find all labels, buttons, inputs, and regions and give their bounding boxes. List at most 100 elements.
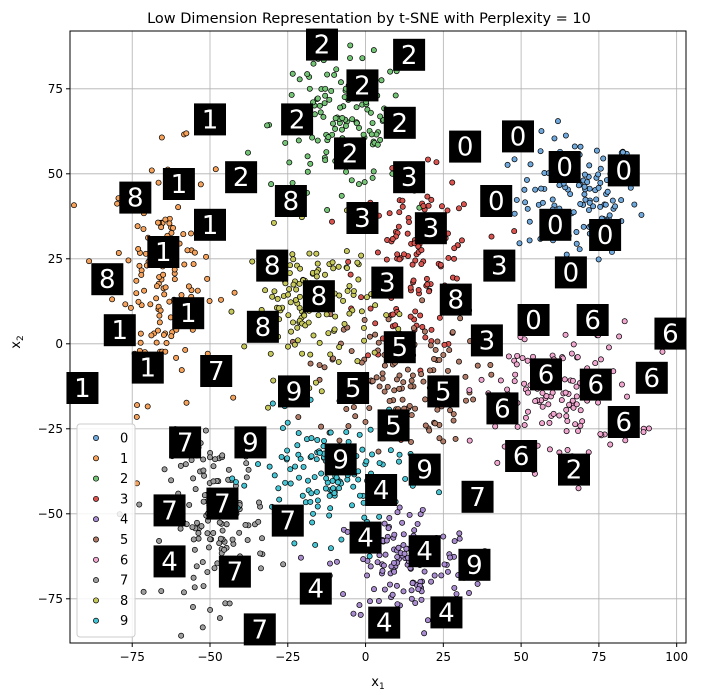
point-class-8 bbox=[270, 377, 277, 384]
point-class-0 bbox=[511, 156, 518, 163]
legend-entry-7: 7 bbox=[93, 574, 128, 589]
thumbnail-label: 3 bbox=[379, 269, 396, 299]
point-class-4 bbox=[357, 611, 364, 618]
point-class-7 bbox=[207, 454, 213, 461]
thumbnail-background bbox=[66, 372, 99, 404]
point-class-8 bbox=[355, 276, 362, 283]
point-class-3 bbox=[425, 202, 432, 209]
point-class-1 bbox=[153, 283, 160, 290]
point-class-4 bbox=[444, 568, 451, 575]
thumbnail-label: 6 bbox=[616, 408, 633, 438]
point-class-2 bbox=[304, 168, 311, 175]
point-class-1 bbox=[170, 225, 177, 231]
thumbnail-label: 4 bbox=[357, 524, 374, 554]
thumbnail-label: 7 bbox=[252, 615, 269, 645]
point-class-2 bbox=[337, 104, 344, 111]
point-class-6 bbox=[466, 387, 473, 393]
legend-marker bbox=[93, 577, 99, 584]
point-class-1 bbox=[147, 301, 154, 308]
thumbnail-background bbox=[306, 28, 338, 61]
point-class-2 bbox=[317, 109, 324, 116]
thumbnail-background bbox=[274, 185, 307, 217]
point-class-4 bbox=[385, 525, 392, 532]
point-class-9 bbox=[313, 488, 320, 495]
thumbnail-digit-0: 0 bbox=[554, 256, 587, 289]
point-class-6 bbox=[592, 360, 599, 367]
point-class-5 bbox=[345, 423, 352, 430]
point-class-2 bbox=[321, 100, 328, 107]
point-class-7 bbox=[195, 535, 202, 542]
point-class-7 bbox=[189, 524, 196, 531]
thumbnail-background bbox=[439, 283, 472, 316]
point-class-1 bbox=[138, 271, 145, 278]
thumbnail-background bbox=[281, 103, 314, 136]
point-class-1 bbox=[155, 219, 161, 226]
point-class-3 bbox=[428, 326, 435, 333]
legend-label: 1 bbox=[120, 452, 128, 467]
thumbnail-background bbox=[194, 208, 226, 241]
thumbnail-digit-1: 1 bbox=[147, 236, 180, 268]
point-class-9 bbox=[334, 479, 341, 486]
point-class-9 bbox=[284, 455, 291, 462]
point-class-3 bbox=[511, 228, 518, 235]
point-class-1 bbox=[183, 399, 190, 406]
point-class-9 bbox=[275, 485, 282, 492]
thumbnail-label: 7 bbox=[227, 558, 244, 588]
x-axis-label-subscript: 1 bbox=[379, 682, 385, 692]
thumbnail-background bbox=[346, 69, 379, 102]
point-class-6 bbox=[574, 354, 581, 361]
y-axis-ticks: −75 −50 −25 0 25 50 75 bbox=[38, 82, 70, 606]
point-class-1 bbox=[162, 216, 169, 223]
point-class-2 bbox=[369, 120, 376, 126]
point-class-2 bbox=[355, 181, 362, 188]
thumbnail-digit-7: 7 bbox=[200, 355, 233, 387]
point-class-8 bbox=[332, 313, 339, 320]
point-class-5 bbox=[450, 417, 457, 424]
point-class-9 bbox=[376, 460, 383, 466]
point-class-8 bbox=[310, 332, 317, 339]
point-class-1 bbox=[127, 304, 134, 311]
point-class-9 bbox=[357, 492, 363, 499]
thumbnail-digit-2: 2 bbox=[225, 161, 258, 194]
point-class-7 bbox=[280, 561, 287, 568]
point-class-7 bbox=[226, 600, 233, 607]
point-class-8 bbox=[327, 351, 334, 358]
x-axis-ticks: −75 −50 −25 0 25 50 75 100 bbox=[120, 643, 688, 664]
point-class-5 bbox=[369, 378, 376, 385]
point-class-7 bbox=[207, 607, 214, 613]
thumbnail-background bbox=[505, 440, 538, 472]
point-class-9 bbox=[376, 513, 383, 520]
thumbnail-label: 8 bbox=[311, 282, 328, 312]
point-class-8 bbox=[262, 287, 269, 294]
point-class-6 bbox=[645, 425, 652, 432]
point-class-6 bbox=[570, 341, 577, 348]
point-class-9 bbox=[297, 455, 304, 462]
point-class-2 bbox=[322, 92, 329, 99]
point-class-1 bbox=[178, 367, 185, 374]
point-class-4 bbox=[453, 591, 460, 597]
thumbnail-label: 0 bbox=[563, 258, 580, 288]
thumbnail-label: 9 bbox=[242, 428, 259, 458]
legend-marker bbox=[93, 516, 99, 523]
thumbnail-background bbox=[377, 409, 410, 442]
legend-marker bbox=[93, 435, 99, 441]
thumbnail-digit-4: 4 bbox=[153, 545, 186, 578]
point-class-7 bbox=[216, 615, 223, 622]
point-class-5 bbox=[408, 438, 414, 445]
point-class-9 bbox=[233, 479, 239, 485]
thumbnail-background bbox=[368, 606, 401, 639]
point-class-7 bbox=[136, 501, 143, 508]
point-class-6 bbox=[568, 350, 575, 357]
thumbnail-digit-4: 4 bbox=[349, 521, 382, 554]
point-class-6 bbox=[492, 423, 499, 430]
point-class-2 bbox=[316, 102, 323, 109]
point-class-2 bbox=[339, 126, 345, 133]
point-class-7 bbox=[198, 523, 205, 530]
point-class-5 bbox=[295, 414, 302, 421]
point-class-9 bbox=[314, 437, 321, 443]
point-class-3 bbox=[424, 193, 431, 200]
point-class-4 bbox=[327, 560, 333, 567]
thumbnail-label: 1 bbox=[171, 170, 188, 200]
thumbnail-digit-4: 4 bbox=[408, 535, 441, 568]
